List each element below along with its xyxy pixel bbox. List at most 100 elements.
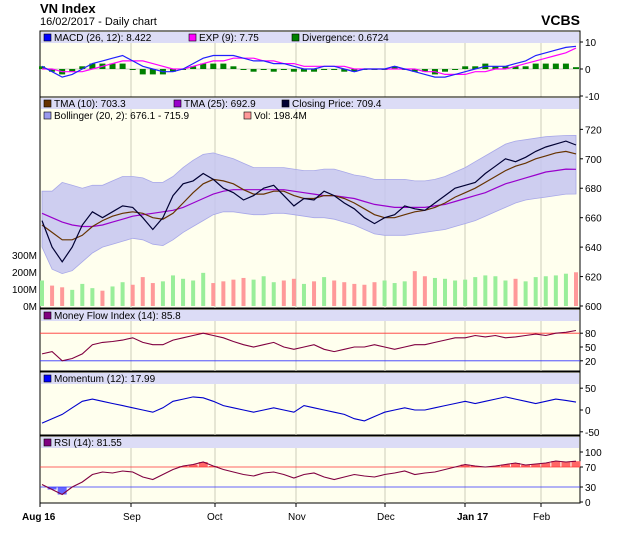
- y-tick-label: 0: [585, 406, 591, 417]
- divergence-bar: [442, 69, 449, 72]
- rsi-overbought-fill: [500, 464, 510, 467]
- volume-bar: [301, 283, 306, 306]
- legend-swatch: [43, 311, 52, 320]
- volume-bar: [291, 278, 296, 306]
- volume-bar: [493, 276, 498, 306]
- legend-band-rsi: [41, 437, 579, 448]
- legend-label: TMA (25): 692.9: [184, 99, 256, 110]
- volume-bar: [170, 275, 175, 306]
- volume-bar: [90, 288, 95, 306]
- divergence-bar: [190, 66, 197, 69]
- chart-title: VN Index: [40, 1, 96, 16]
- legend-swatch: [43, 438, 52, 447]
- exp-line: [42, 47, 577, 75]
- rsi-overbought-fill: [521, 465, 531, 467]
- legend-label: Vol: 198.4M: [254, 111, 307, 122]
- y-tick-label: -50: [585, 428, 600, 439]
- x-tick-label: Nov: [288, 512, 306, 523]
- y-tick-label: 70: [585, 463, 597, 474]
- volume-bar: [574, 272, 578, 306]
- divergence-bar: [200, 63, 207, 69]
- volume-bar: [513, 278, 518, 306]
- volume-bar: [523, 281, 528, 306]
- volume-bar: [80, 283, 85, 306]
- volume-bar: [130, 284, 135, 306]
- y-tick-label: 50: [585, 384, 597, 395]
- legend-swatch: [281, 99, 290, 108]
- volume-bar: [50, 285, 55, 306]
- rsi-line: [41, 460, 577, 496]
- volume-tick-label: 300M: [12, 251, 37, 262]
- divergence-bar: [522, 66, 529, 69]
- divergence-bar: [139, 69, 146, 75]
- legend-label: Bollinger (20, 2): 676.1 - 715.9: [54, 111, 190, 122]
- volume-bar: [211, 283, 216, 306]
- volume-bar: [432, 277, 437, 306]
- volume-bar: [160, 281, 165, 306]
- rsi-overbought-fill: [531, 464, 541, 467]
- divergence-bar: [250, 69, 257, 72]
- divergence-bar: [270, 69, 277, 72]
- divergence-bar: [39, 66, 45, 69]
- y-tick-label: 30: [585, 483, 597, 494]
- divergence-bar: [391, 66, 398, 69]
- legend-swatch: [291, 33, 300, 42]
- volume-bar: [70, 289, 75, 306]
- divergence-bar: [552, 63, 559, 69]
- y-tick-label: 80: [585, 329, 597, 340]
- volume-bar: [221, 281, 226, 306]
- x-tick-label: Jan 17: [457, 512, 489, 523]
- volume-bar: [443, 278, 448, 306]
- legend-label: Closing Price: 709.4: [292, 99, 382, 110]
- y-tick-label: 10: [585, 38, 597, 49]
- divergence-bar: [149, 69, 156, 75]
- divergence-bar: [462, 66, 469, 69]
- divergence-bar: [119, 63, 126, 69]
- rsi-overbought-fill: [541, 463, 551, 467]
- volume-bar: [553, 275, 558, 306]
- y-tick-label: 640: [585, 243, 602, 254]
- rsi-overbought-fill: [551, 461, 561, 467]
- y-tick-label: 0: [585, 65, 591, 76]
- volume-bar: [463, 279, 468, 306]
- y-tick-label: -10: [585, 92, 600, 103]
- macd-line: [41, 45, 577, 78]
- momentum-line: [41, 396, 577, 424]
- volume-bar: [332, 280, 337, 306]
- volume-bar: [483, 275, 488, 306]
- volume-bar: [241, 277, 246, 306]
- legend-label: Money Flow Index (14): 85.8: [54, 311, 181, 322]
- divergence-bar: [452, 69, 459, 70]
- divergence-bar: [169, 69, 176, 72]
- divergence-bar: [502, 66, 509, 69]
- volume-bar: [473, 277, 478, 306]
- divergence-bar: [492, 66, 499, 69]
- divergence-bar: [49, 69, 56, 72]
- divergence-bar: [573, 67, 579, 69]
- rsi-overbought-fill: [188, 464, 198, 467]
- legend-band-price: [41, 98, 579, 109]
- rsi-overbought-fill: [511, 463, 521, 467]
- y-tick-label: 20: [585, 357, 597, 368]
- legend-label: MACD (26, 12): 8.422: [54, 33, 152, 44]
- divergence-bar: [129, 69, 136, 70]
- volume-bar: [60, 287, 65, 306]
- volume-bar: [312, 281, 317, 306]
- volume-bar: [362, 284, 367, 306]
- legend-label: RSI (14): 81.55: [54, 438, 122, 449]
- closing-price-line: [41, 140, 577, 263]
- divergence-bar: [79, 66, 86, 69]
- rsi-oversold-fill: [57, 487, 67, 495]
- legend-band-macd: [41, 32, 579, 43]
- divergence-bar: [532, 63, 539, 69]
- divergence-bar: [331, 69, 338, 70]
- divergence-bar: [421, 69, 428, 72]
- legend-swatch: [173, 99, 182, 108]
- volume-bar: [100, 290, 105, 306]
- rsi-overbought-fill: [198, 462, 208, 467]
- volume-bar: [201, 272, 206, 306]
- volume-bar: [261, 276, 266, 306]
- y-tick-label: 100: [585, 448, 602, 459]
- volume-bar: [402, 281, 407, 306]
